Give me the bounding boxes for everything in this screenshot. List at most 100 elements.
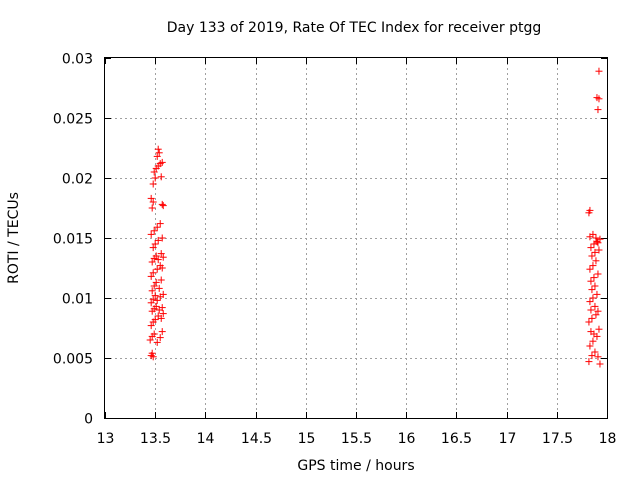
- data-point: [586, 206, 594, 214]
- data-point: [147, 230, 155, 238]
- data-point: [595, 95, 603, 103]
- data-point: [147, 322, 155, 330]
- data-point: [153, 223, 161, 231]
- y-tick-label: 0.005: [53, 352, 93, 368]
- data-point: [596, 235, 604, 243]
- data-point: [595, 246, 603, 254]
- data-point: [154, 256, 162, 264]
- data-point: [591, 282, 599, 290]
- data-point: [149, 180, 157, 188]
- data-point: [149, 353, 157, 361]
- y-tick-label: 0: [84, 412, 93, 428]
- x-tick-label: 16.5: [441, 431, 472, 447]
- data-point: [158, 328, 166, 336]
- data-point: [585, 358, 593, 366]
- data-point: [151, 316, 159, 324]
- data-point: [591, 348, 599, 356]
- plot-frame: [104, 57, 608, 419]
- data-point: [159, 202, 167, 210]
- data-point: [153, 152, 161, 160]
- data-point: [158, 304, 166, 312]
- x-tick-label: 15: [298, 431, 316, 447]
- data-point: [157, 173, 165, 181]
- x-tick-label: 15.5: [341, 431, 372, 447]
- data-point: [150, 227, 158, 235]
- x-tick-label: 17.5: [542, 431, 573, 447]
- data-point: [590, 330, 598, 338]
- data-point: [586, 342, 594, 350]
- data-point: [146, 336, 154, 344]
- y-axis-title: ROTI / TECUs: [6, 192, 22, 284]
- data-points: [146, 67, 604, 368]
- data-point: [150, 330, 158, 338]
- data-point: [594, 106, 602, 114]
- x-tick-label: 16: [398, 431, 416, 447]
- x-tick-label: 13.5: [140, 431, 171, 447]
- data-point: [593, 290, 601, 298]
- data-point: [587, 306, 595, 314]
- data-point: [154, 236, 162, 244]
- data-point: [595, 325, 603, 333]
- data-point: [147, 272, 155, 280]
- data-point: [155, 149, 163, 157]
- data-point: [587, 244, 595, 252]
- x-axis-title: GPS time / hours: [297, 458, 414, 474]
- data-point: [149, 269, 157, 277]
- data-point: [152, 302, 160, 310]
- data-point: [150, 168, 158, 176]
- data-point: [156, 220, 164, 228]
- y-tick-label: 0.02: [62, 172, 93, 188]
- data-point: [589, 230, 597, 238]
- data-point: [158, 234, 166, 242]
- data-point: [586, 298, 594, 306]
- data-point: [149, 244, 157, 252]
- grid-lines: [105, 58, 607, 418]
- data-point: [148, 258, 156, 266]
- x-tick-label: 13: [97, 431, 115, 447]
- data-point: [587, 277, 595, 285]
- data-point: [594, 239, 602, 247]
- x-tick-labels: 13 13.5 14 14.5 15 15.5 16 16.5 17 17.5 18: [97, 431, 617, 447]
- data-point: [159, 253, 167, 261]
- x-tick-label: 17: [499, 431, 517, 447]
- data-point: [150, 282, 158, 290]
- data-point: [154, 145, 162, 153]
- data-point: [152, 278, 160, 286]
- x-tick-label: 18: [599, 431, 617, 447]
- x-tick-label: 14: [197, 431, 215, 447]
- data-point: [588, 252, 596, 260]
- data-point: [595, 67, 603, 75]
- data-point: [596, 360, 604, 368]
- data-point: [156, 334, 164, 342]
- data-point: [157, 250, 165, 258]
- data-point: [159, 310, 167, 318]
- data-point: [157, 276, 165, 284]
- data-point: [588, 314, 596, 322]
- data-point: [147, 299, 155, 307]
- data-point: [148, 204, 156, 212]
- data-point: [158, 264, 166, 272]
- y-tick-label: 0.03: [62, 52, 93, 68]
- data-point: [594, 353, 602, 361]
- data-point: [153, 296, 161, 304]
- data-point: [594, 270, 602, 278]
- data-point: [147, 194, 155, 202]
- data-point: [158, 158, 166, 166]
- data-point: [589, 262, 597, 270]
- data-point: [592, 234, 600, 242]
- data-point: [151, 240, 159, 248]
- data-point: [151, 174, 159, 182]
- data-point: [149, 198, 157, 206]
- data-point: [153, 265, 161, 273]
- data-point: [588, 352, 596, 360]
- data-point: [159, 290, 167, 298]
- data-point: [155, 284, 163, 292]
- data-point: [149, 295, 157, 303]
- data-point: [589, 337, 597, 345]
- data-point: [592, 257, 600, 265]
- data-point: [152, 252, 160, 260]
- data-point: [592, 311, 600, 319]
- x-tick-label: 14.5: [241, 431, 272, 447]
- data-point: [148, 287, 156, 295]
